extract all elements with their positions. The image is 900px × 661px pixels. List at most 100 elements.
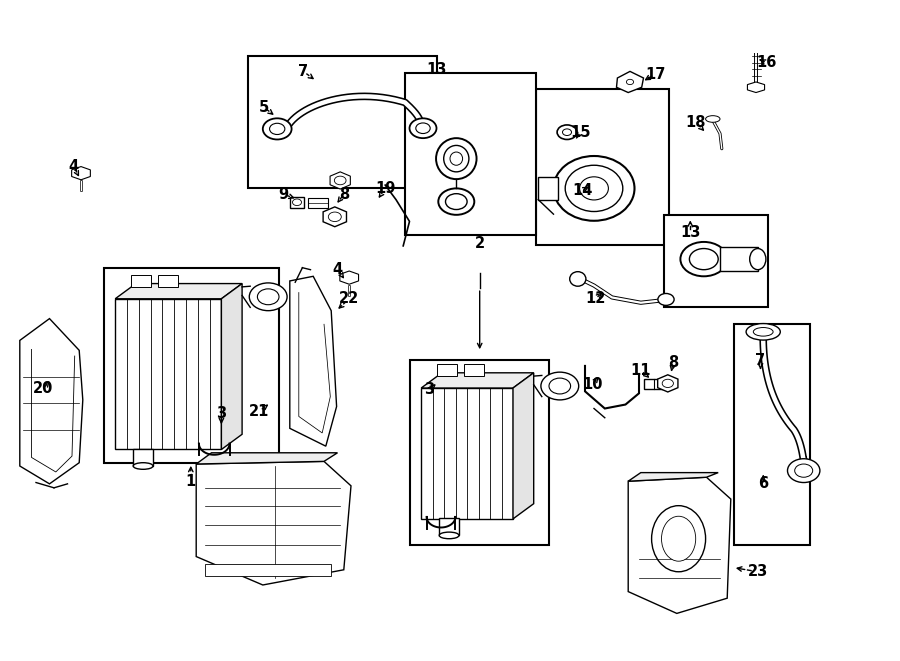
Ellipse shape: [446, 194, 467, 210]
Text: 20: 20: [33, 381, 53, 396]
Text: 13: 13: [680, 225, 700, 240]
Ellipse shape: [439, 532, 459, 539]
Bar: [158, 275, 178, 287]
Polygon shape: [421, 373, 534, 388]
Bar: [536, 89, 669, 245]
Text: 4: 4: [68, 159, 79, 174]
Ellipse shape: [562, 129, 572, 136]
Ellipse shape: [444, 145, 469, 172]
Polygon shape: [616, 71, 643, 93]
Text: 19: 19: [375, 181, 395, 196]
Polygon shape: [323, 207, 346, 227]
Bar: [205, 564, 331, 576]
Bar: [410, 360, 549, 545]
Polygon shape: [658, 375, 678, 392]
Bar: [248, 56, 436, 188]
Polygon shape: [340, 271, 358, 284]
Polygon shape: [196, 461, 351, 585]
Ellipse shape: [750, 249, 766, 270]
Text: 8: 8: [338, 187, 349, 202]
Ellipse shape: [680, 242, 727, 276]
Text: 7: 7: [755, 353, 766, 368]
Ellipse shape: [788, 459, 820, 483]
Ellipse shape: [570, 272, 586, 286]
Ellipse shape: [580, 177, 608, 200]
Bar: [734, 324, 810, 545]
Polygon shape: [196, 453, 338, 464]
Text: 4: 4: [332, 262, 343, 276]
Text: 15: 15: [571, 125, 590, 139]
Text: 11: 11: [631, 363, 651, 377]
Bar: [664, 215, 768, 307]
Bar: [538, 177, 558, 200]
Polygon shape: [20, 319, 83, 484]
Bar: [115, 299, 221, 449]
Text: 22: 22: [339, 292, 359, 306]
Bar: [133, 449, 153, 466]
Text: 7: 7: [298, 64, 309, 79]
Ellipse shape: [249, 283, 287, 311]
Bar: [644, 379, 666, 389]
Text: 9: 9: [278, 187, 289, 202]
Bar: [131, 275, 151, 287]
Polygon shape: [72, 167, 90, 180]
Text: 13: 13: [427, 62, 446, 77]
Ellipse shape: [795, 464, 813, 477]
Polygon shape: [513, 373, 534, 519]
Ellipse shape: [746, 324, 780, 340]
Circle shape: [328, 212, 341, 221]
Ellipse shape: [257, 289, 279, 305]
Bar: [720, 247, 758, 271]
Ellipse shape: [549, 378, 571, 394]
Polygon shape: [330, 172, 350, 189]
Text: 17: 17: [645, 67, 665, 81]
Text: 5: 5: [258, 100, 269, 114]
Circle shape: [334, 176, 346, 184]
Text: 6: 6: [758, 477, 769, 491]
Text: 21: 21: [249, 404, 269, 418]
Ellipse shape: [436, 138, 477, 179]
Ellipse shape: [626, 79, 634, 85]
Text: 8: 8: [668, 355, 679, 369]
Bar: [437, 364, 457, 376]
Polygon shape: [115, 284, 242, 299]
Bar: [464, 364, 484, 376]
Ellipse shape: [689, 249, 718, 270]
Text: 10: 10: [582, 377, 602, 392]
Text: 23: 23: [748, 564, 768, 579]
Ellipse shape: [410, 118, 436, 138]
Polygon shape: [747, 82, 765, 93]
Ellipse shape: [270, 123, 284, 135]
Text: 2: 2: [474, 236, 485, 251]
Text: 3: 3: [216, 406, 227, 420]
Bar: [290, 197, 304, 208]
Ellipse shape: [450, 152, 463, 165]
Polygon shape: [221, 284, 242, 449]
Circle shape: [292, 199, 302, 206]
Ellipse shape: [438, 188, 474, 215]
Polygon shape: [628, 473, 718, 481]
Bar: [421, 388, 513, 519]
Bar: [405, 73, 536, 235]
Ellipse shape: [557, 125, 577, 139]
Ellipse shape: [652, 506, 706, 572]
Text: 1: 1: [185, 474, 196, 488]
Polygon shape: [290, 276, 337, 446]
Ellipse shape: [658, 293, 674, 305]
Text: 3: 3: [424, 383, 435, 397]
Text: 16: 16: [757, 56, 777, 70]
Ellipse shape: [133, 463, 153, 469]
Polygon shape: [628, 477, 731, 613]
Circle shape: [662, 379, 673, 387]
Text: 12: 12: [586, 292, 606, 306]
Text: 14: 14: [572, 183, 592, 198]
Ellipse shape: [263, 118, 292, 139]
Bar: [104, 268, 279, 463]
Ellipse shape: [416, 123, 430, 134]
Ellipse shape: [753, 327, 773, 336]
Ellipse shape: [554, 156, 634, 221]
Text: 18: 18: [686, 115, 706, 130]
Ellipse shape: [662, 516, 696, 561]
Bar: [439, 518, 459, 535]
Bar: [308, 198, 328, 208]
